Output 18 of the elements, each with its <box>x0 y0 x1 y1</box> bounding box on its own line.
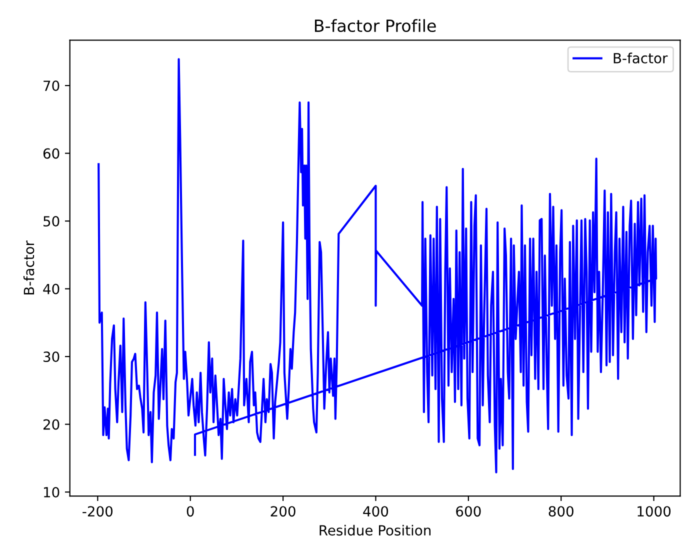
y-tick-label: 70 <box>44 80 60 92</box>
y-axis-title: B-factor <box>23 240 34 294</box>
y-tick-label: 40 <box>43 284 60 294</box>
x-tick-label: 400 <box>363 506 388 517</box>
chart-title: B-factor Profile <box>314 19 436 32</box>
y-tick-label: 20 <box>43 419 60 430</box>
y-tick-label: 50 <box>44 216 60 227</box>
x-tick-label: -200 <box>82 506 113 517</box>
x-tick-label: 200 <box>270 506 296 517</box>
y-tick-label: 30 <box>44 352 60 362</box>
legend-label: B-factor <box>614 52 668 64</box>
y-tick-label: 60 <box>43 148 60 159</box>
y-tick-label: 10 <box>44 487 60 498</box>
x-tick-label: 0 <box>186 506 194 517</box>
x-tick-label: 800 <box>548 506 574 517</box>
x-tick-label: 600 <box>456 506 481 517</box>
x-tick-label: 1000 <box>638 506 671 517</box>
x-axis-title: Residue Position <box>320 524 431 536</box>
